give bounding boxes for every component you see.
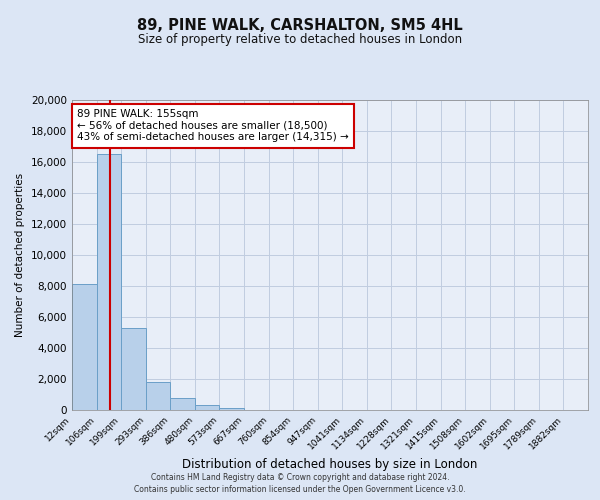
Text: 89 PINE WALK: 155sqm
← 56% of detached houses are smaller (18,500)
43% of semi-d: 89 PINE WALK: 155sqm ← 56% of detached h…: [77, 110, 349, 142]
Y-axis label: Number of detached properties: Number of detached properties: [16, 173, 25, 337]
Text: Contains public sector information licensed under the Open Government Licence v3: Contains public sector information licen…: [134, 485, 466, 494]
Bar: [97, 154, 121, 410]
Bar: [170, 398, 195, 410]
Bar: [220, 408, 244, 410]
Bar: [121, 328, 146, 410]
Text: Size of property relative to detached houses in London: Size of property relative to detached ho…: [138, 32, 462, 46]
X-axis label: Distribution of detached houses by size in London: Distribution of detached houses by size …: [182, 458, 478, 471]
Bar: [146, 382, 170, 410]
Bar: [195, 406, 220, 410]
Text: Contains HM Land Registry data © Crown copyright and database right 2024.: Contains HM Land Registry data © Crown c…: [151, 472, 449, 482]
Text: 89, PINE WALK, CARSHALTON, SM5 4HL: 89, PINE WALK, CARSHALTON, SM5 4HL: [137, 18, 463, 32]
Bar: [72, 284, 97, 410]
